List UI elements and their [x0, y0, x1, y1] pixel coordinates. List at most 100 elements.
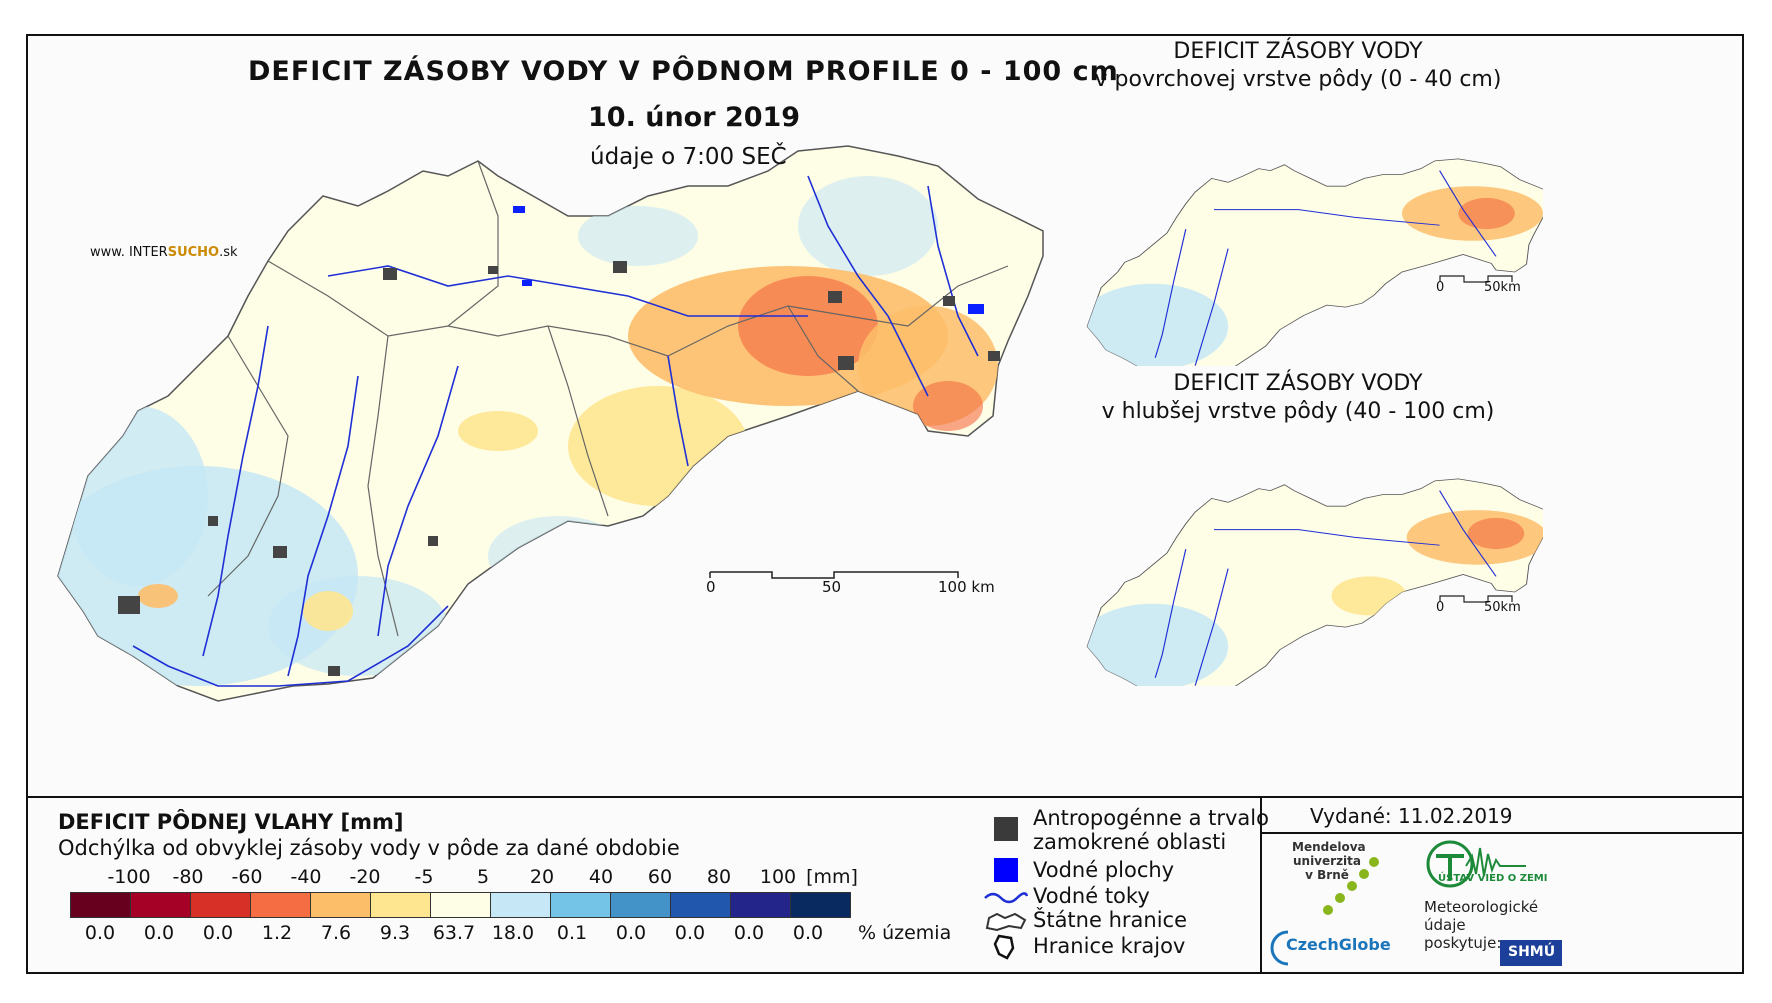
main-scale-label-100: 100 km	[938, 578, 995, 596]
legend-subtitle: Odchýlka od obvyklej zásoby vody v pôde …	[58, 836, 680, 860]
legend-vertical-divider	[1260, 798, 1262, 972]
legend-tick: 20	[529, 866, 555, 888]
minimap-2-scale-bar	[1439, 595, 1513, 603]
legend-bin	[371, 893, 431, 917]
legend-unit: [mm]	[806, 866, 858, 888]
legend-percent: 18.0	[491, 922, 535, 944]
minimap-1-title-line2: v povrchovej vrstve pôdy (0 - 40 cm)	[1094, 67, 1502, 92]
legend-bin	[131, 893, 191, 917]
legend-bin	[551, 893, 611, 917]
website-suffix: .sk	[219, 245, 238, 260]
legend-tick: 60	[647, 866, 673, 888]
minimap-1	[1086, 158, 1543, 366]
legend-bin	[191, 893, 251, 917]
minimap-1-scale-50: 50km	[1484, 280, 1521, 295]
region-border-icon	[993, 934, 1015, 960]
main-scale-bar	[709, 571, 959, 579]
legend-tick: -60	[231, 866, 263, 888]
mendel-line3: v Brně	[1305, 868, 1349, 882]
legend-percentages: 0.0 0.0 0.0 1.2 7.6 9.3 63.7 18.0 0.1 0.…	[70, 922, 990, 944]
issued-box: Vydané: 11.02.2019	[1262, 798, 1742, 834]
map-frame: 0 50 100 km DEFICIT ZÁSOBY VODY V PÔDNOM…	[26, 34, 1744, 974]
minimap-1-scale-bar	[1439, 275, 1513, 283]
legend-bin	[311, 893, 371, 917]
legend-ticks: -100 -80 -60 -40 -20 -5 5 20 40 60 80 10…	[70, 866, 890, 888]
legend-percent: 0.0	[733, 922, 765, 944]
minimap-2	[1086, 478, 1543, 686]
map-time-note: údaje o 7:00 SEČ	[590, 144, 787, 170]
legend-bin	[791, 893, 850, 917]
legend-tick: 40	[588, 866, 614, 888]
legend-tick: -20	[349, 866, 381, 888]
main-map	[57, 145, 1044, 702]
mendel-line2: univerzita	[1292, 854, 1361, 868]
legend-percent: 7.6	[320, 922, 352, 944]
legend-bin	[731, 893, 791, 917]
legend-percent-unit: % územia	[858, 922, 952, 944]
dots-logo-icon	[1323, 857, 1379, 915]
legend-percent: 9.3	[379, 922, 411, 944]
shmu-logo: SHMÚ	[1500, 940, 1562, 966]
legend-bin	[671, 893, 731, 917]
minimap-2-title-line2: v hlubšej vrstve pôdy (40 - 100 cm)	[1101, 399, 1495, 424]
legend-percent: 0.0	[615, 922, 647, 944]
uvoz-logo: ÚSTAV VIED O ZEMI	[1438, 873, 1548, 884]
mendel-line1: Mendelova	[1292, 840, 1366, 854]
map-date: 10. únor 2019	[588, 102, 801, 133]
water-body-icon	[994, 858, 1018, 882]
map-area: 0 50 100 km DEFICIT ZÁSOBY VODY V PÔDNOM…	[28, 36, 1742, 796]
mendel-university-logo: Mendelova univerzita v Brně	[1292, 840, 1366, 882]
legend-bin	[71, 893, 131, 917]
minimap-2-title-line1: DEFICIT ZÁSOBY VODY	[1173, 371, 1423, 396]
logos-panel: Mendelova univerzita v Brně CzechGlobe Ú…	[1262, 834, 1742, 974]
legend-tick: -80	[172, 866, 204, 888]
main-scale-label-0: 0	[706, 578, 716, 596]
legend-percent: 0.0	[792, 922, 824, 944]
minimap-2-scale-0: 0	[1436, 600, 1445, 615]
legend-percent: 1.2	[261, 922, 293, 944]
legend-percent: 63.7	[432, 922, 476, 944]
legend-percent: 0.0	[84, 922, 116, 944]
minimap-1-scale-0: 0	[1436, 280, 1445, 295]
water-bodies-label: Vodné plochy	[1033, 858, 1175, 882]
legend-tick: 5	[476, 866, 490, 888]
legend-percent: 0.0	[143, 922, 175, 944]
czechglobe-logo: CzechGlobe	[1286, 935, 1391, 954]
legend-bin	[491, 893, 551, 917]
website-prefix: www. INTER	[90, 245, 168, 260]
minimap-1-title: DEFICIT ZÁSOBY VODY v povrchovej vrstve …	[1038, 38, 1558, 94]
legend-bin	[251, 893, 311, 917]
state-border-icon	[985, 912, 1027, 932]
legend-tick: -5	[414, 866, 434, 888]
meteo-data-provider: Meteorologické údaje poskytuje:	[1424, 898, 1538, 952]
uvoz-logo-icon	[1426, 840, 1526, 888]
meteo-line1: Meteorologické	[1424, 898, 1539, 916]
shmu-logo-text: SHMÚ	[1508, 944, 1556, 960]
legend-bin	[431, 893, 491, 917]
rivers-label: Vodné toky	[1033, 884, 1150, 908]
meteo-line2: údaje	[1424, 916, 1466, 934]
region-border-label: Hranice krajov	[1033, 934, 1186, 958]
legend-title: DEFICIT PÔDNEJ VLAHY [mm]	[58, 810, 404, 834]
legend-tick: 80	[706, 866, 732, 888]
legend-divider	[28, 796, 1742, 798]
state-border-label: Štátne hranice	[1033, 908, 1187, 932]
issued-date: Vydané: 11.02.2019	[1310, 804, 1513, 828]
urban-area-icon	[994, 817, 1018, 841]
website-label: www. INTERSUCHO.sk	[90, 245, 238, 260]
legend-percent: 0.0	[202, 922, 234, 944]
czechglobe-logo-icon	[1270, 930, 1289, 966]
legend-percent: 0.1	[556, 922, 588, 944]
website-accent: SUCHO	[167, 245, 220, 260]
legend-tick: -40	[290, 866, 322, 888]
meteo-line3: poskytuje:	[1424, 934, 1502, 952]
map-title: DEFICIT ZÁSOBY VODY V PÔDNOM PROFILE 0 -…	[248, 56, 1119, 87]
legend-tick: -100	[107, 866, 151, 888]
urban-label-line1: Antropogénne a trvalo	[1033, 806, 1269, 830]
river-icon	[984, 892, 1029, 904]
legend-color-bins	[70, 892, 851, 918]
legend-percent: 0.0	[674, 922, 706, 944]
urban-label-line2: zamokrené oblasti	[1033, 830, 1227, 854]
minimap-2-scale-50: 50km	[1484, 600, 1521, 615]
main-scale-label-50: 50	[822, 578, 842, 596]
